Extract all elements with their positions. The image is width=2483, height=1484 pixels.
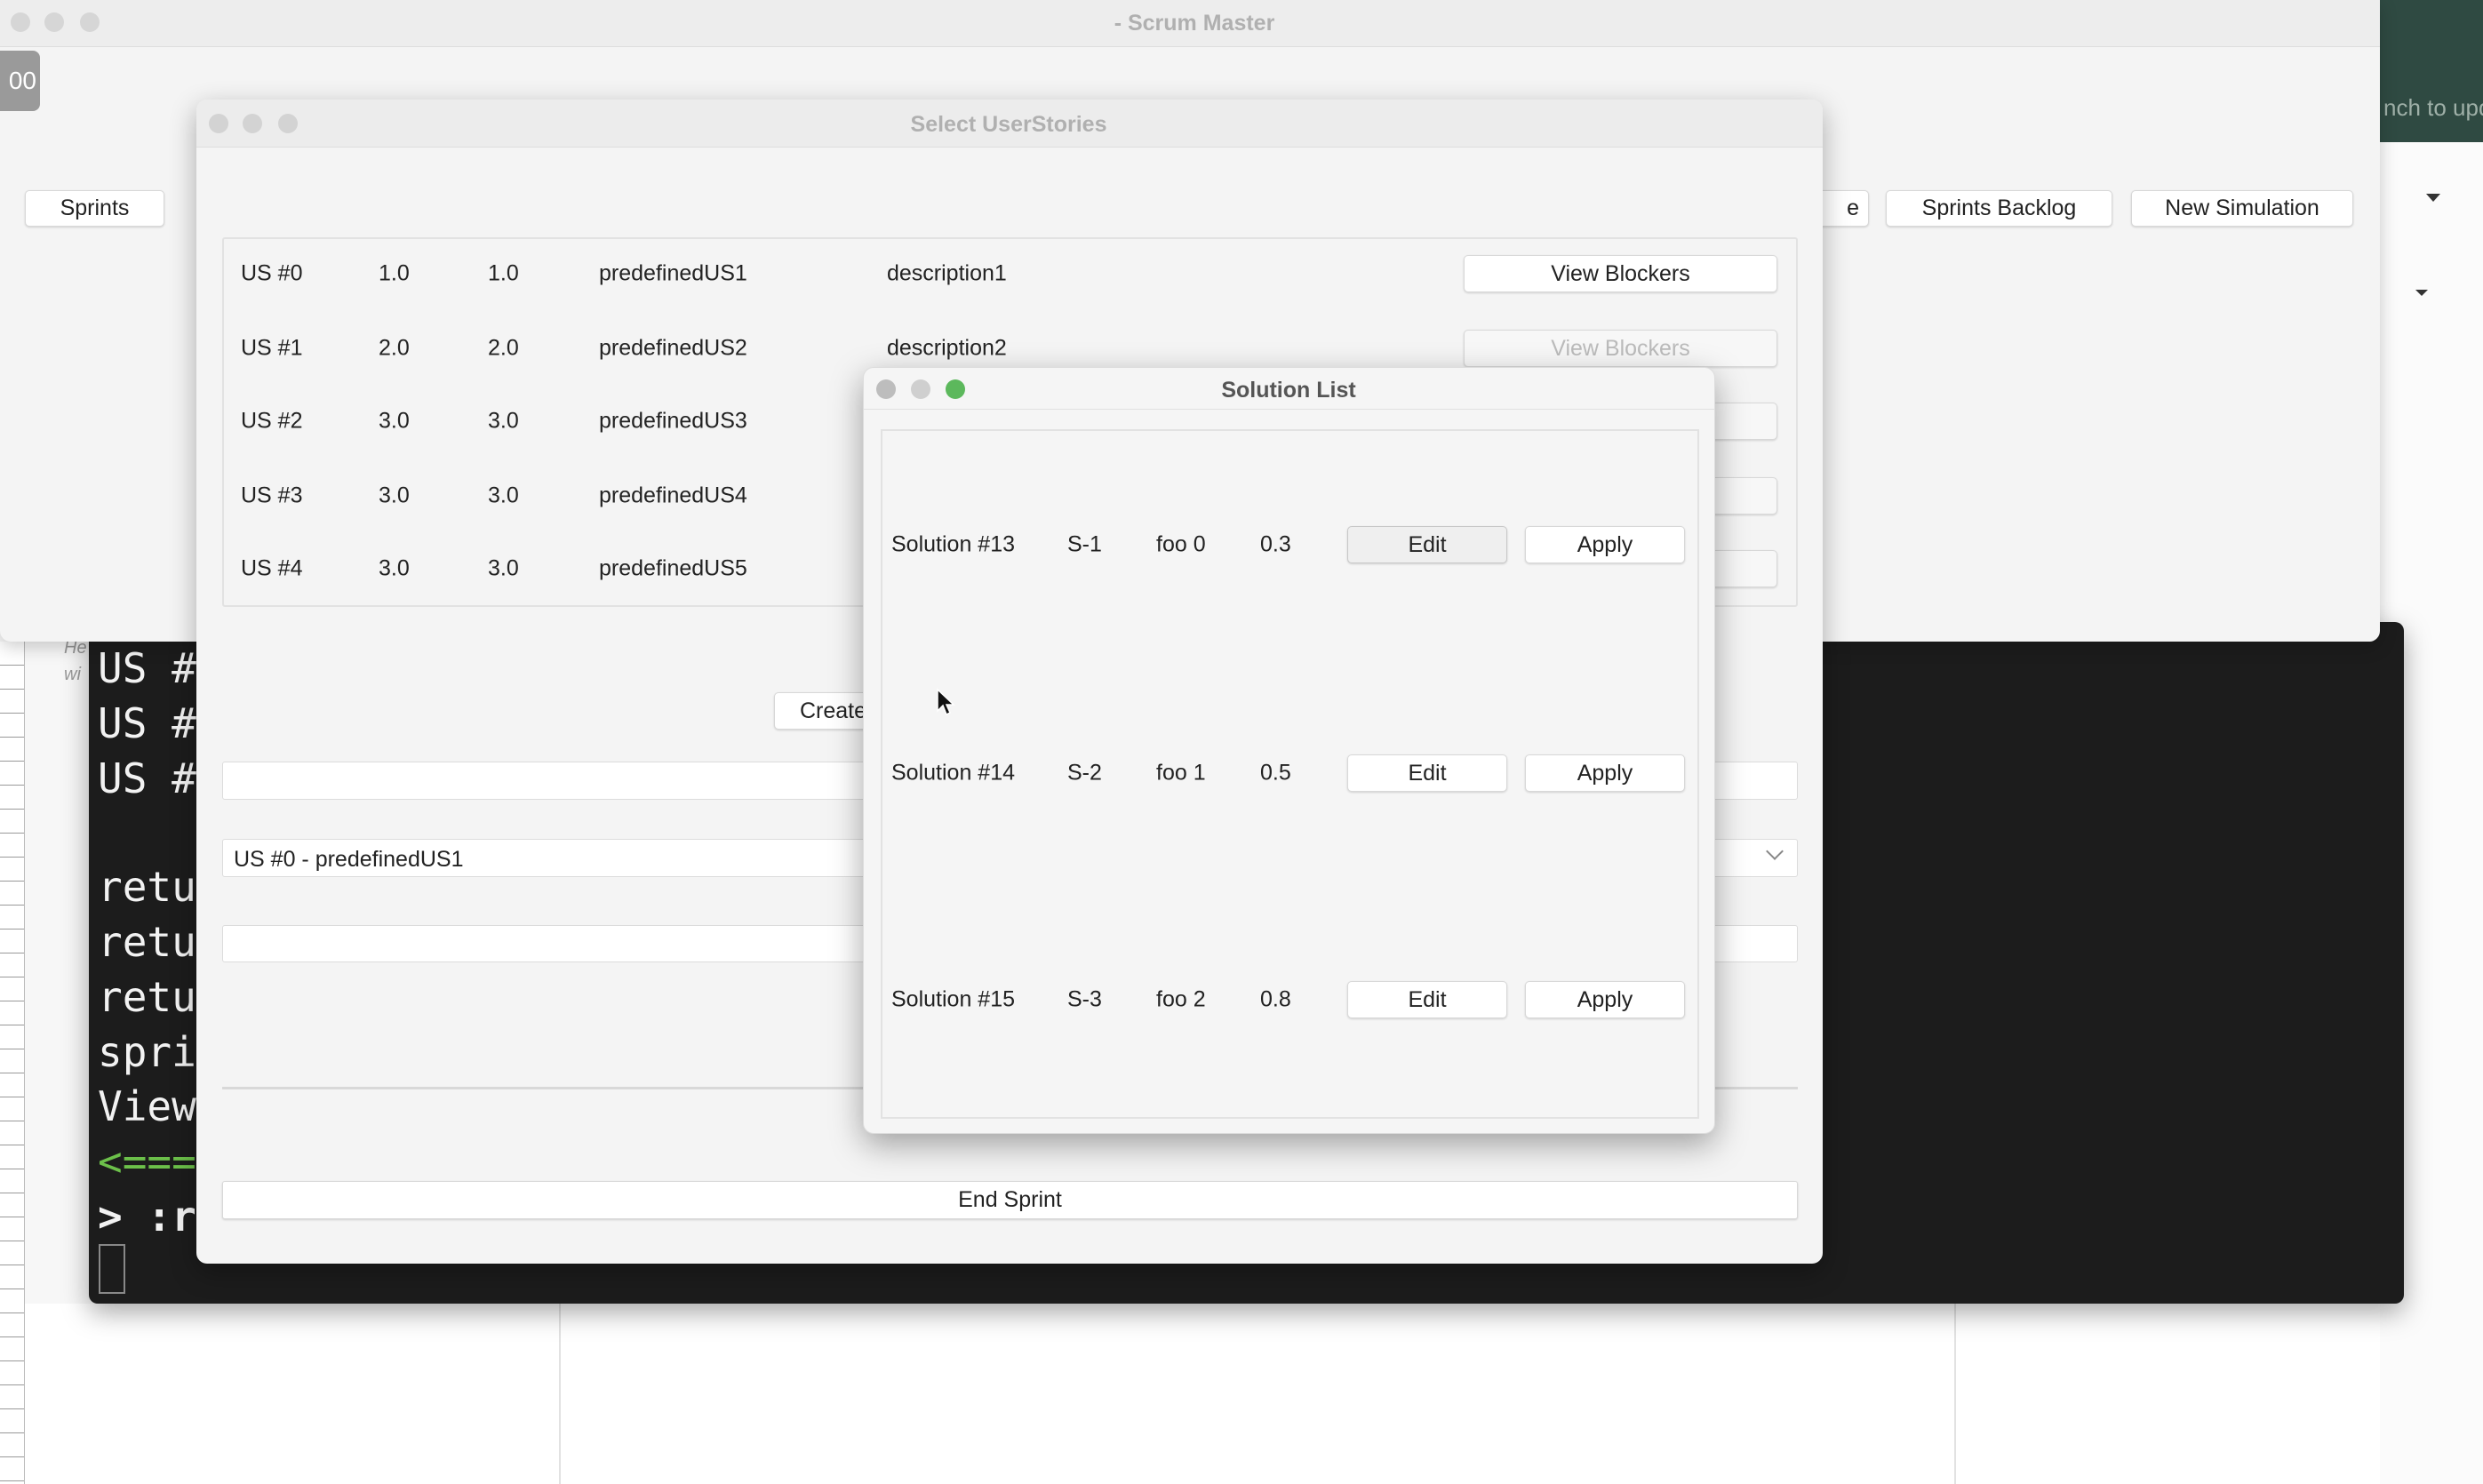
divider (1954, 1304, 1956, 1484)
solution-label: foo 0 (1156, 531, 1206, 557)
terminal-line: View (98, 1082, 196, 1130)
zoom-button[interactable] (946, 379, 965, 399)
solution-label: foo 2 (1156, 986, 1206, 1012)
apply-button[interactable]: Apply (1525, 754, 1685, 792)
userstory-a: 3.0 (379, 408, 410, 434)
terminal-line: retu (98, 973, 196, 1021)
userstory-a: 3.0 (379, 555, 410, 581)
badge: 00 (0, 51, 40, 111)
view-blockers-button[interactable]: View Blockers (1464, 255, 1777, 292)
solution-label: foo 1 (1156, 760, 1206, 786)
userstory-id: US #0 (241, 260, 303, 286)
new-simulation-button[interactable]: New Simulation (2131, 190, 2353, 227)
divider (559, 1304, 561, 1484)
solution-name: Solution #15 (891, 986, 1016, 1012)
solution-value: 0.3 (1260, 531, 1291, 557)
edit-button[interactable]: Edit (1347, 754, 1507, 792)
userstory-b: 2.0 (488, 335, 519, 361)
userstory-b: 3.0 (488, 555, 519, 581)
zoom-button[interactable] (80, 12, 100, 32)
userstory-name: predefinedUS2 (599, 335, 747, 361)
window-title: - Scrum Master (1114, 11, 1275, 36)
userstory-b: 1.0 (488, 260, 519, 286)
dialog-title: Select UserStories (910, 112, 1107, 137)
banner-text: nch to upd (2383, 94, 2483, 121)
edit-button[interactable]: Edit (1347, 981, 1507, 1018)
terminal-line: US # (98, 644, 196, 692)
side-text: wi (64, 665, 81, 684)
dropdown-arrow-icon[interactable] (2415, 290, 2428, 296)
minimize-button[interactable] (243, 114, 262, 133)
sprints-button[interactable]: Sprints (25, 190, 164, 227)
terminal-line: retu (98, 918, 196, 966)
userstory-desc: description1 (887, 260, 1007, 286)
userstory-id: US #4 (241, 555, 303, 581)
solutions-panel (881, 429, 1699, 1119)
solution-value: 0.5 (1260, 760, 1291, 786)
terminal-line: US # (98, 754, 196, 802)
sprints-backlog-button[interactable]: Sprints Backlog (1886, 190, 2112, 227)
solution-code: S-3 (1067, 986, 1102, 1012)
userstory-id: US #1 (241, 335, 303, 361)
close-button[interactable] (876, 379, 896, 399)
document-area (25, 1304, 2380, 1484)
terminal-line: US # (98, 699, 196, 747)
close-button[interactable] (209, 114, 228, 133)
userstory-name: predefinedUS5 (599, 555, 747, 581)
side-text: He (64, 638, 87, 658)
chevron-down-icon (1766, 842, 1784, 860)
solution-name: Solution #14 (891, 760, 1016, 786)
close-button[interactable] (11, 12, 30, 32)
userstory-a: 3.0 (379, 483, 410, 508)
userstory-name: predefinedUS1 (599, 260, 747, 286)
terminal-line: > :r (98, 1193, 196, 1241)
main-title-bar: - Scrum Master (0, 0, 2380, 47)
apply-button[interactable]: Apply (1525, 981, 1685, 1018)
badge-text: 00 (8, 67, 36, 94)
minimize-button[interactable] (44, 12, 64, 32)
userstory-b: 3.0 (488, 483, 519, 508)
solution-value: 0.8 (1260, 986, 1291, 1012)
terminal-line: <=== (98, 1137, 196, 1185)
solution-code: S-2 (1067, 760, 1102, 786)
dialog-title: Solution List (1221, 378, 1356, 403)
dropdown-arrow-icon[interactable] (2426, 194, 2440, 202)
apply-button[interactable]: Apply (1525, 526, 1685, 563)
userstory-b: 3.0 (488, 408, 519, 434)
dialog-title-bar: Solution List (864, 368, 1714, 410)
minimize-button[interactable] (911, 379, 930, 399)
userstory-id: US #2 (241, 408, 303, 434)
userstory-a: 1.0 (379, 260, 410, 286)
ruler (0, 642, 25, 1484)
userstory-id: US #3 (241, 483, 303, 508)
solution-code: S-1 (1067, 531, 1102, 557)
edit-button[interactable]: Edit (1347, 526, 1507, 563)
terminal-line: retu (98, 863, 196, 911)
terminal-line: spri (98, 1028, 196, 1076)
end-sprint-button[interactable]: End Sprint (222, 1181, 1798, 1219)
solution-list-dialog: Solution List (863, 367, 1715, 1134)
zoom-button[interactable] (278, 114, 298, 133)
terminal-cursor (99, 1244, 125, 1294)
userstory-name: predefinedUS3 (599, 408, 747, 434)
userstory-name: predefinedUS4 (599, 483, 747, 508)
userstory-a: 2.0 (379, 335, 410, 361)
background-app-banner: nch to upd (2380, 0, 2483, 142)
combo-value: US #0 - predefinedUS1 (234, 847, 464, 872)
mouse-cursor-icon (937, 688, 955, 716)
view-blockers-button[interactable]: View Blockers (1464, 330, 1777, 367)
solution-name: Solution #13 (891, 531, 1016, 557)
userstory-desc: description2 (887, 335, 1007, 361)
dialog-title-bar: Select UserStories (196, 100, 1823, 148)
